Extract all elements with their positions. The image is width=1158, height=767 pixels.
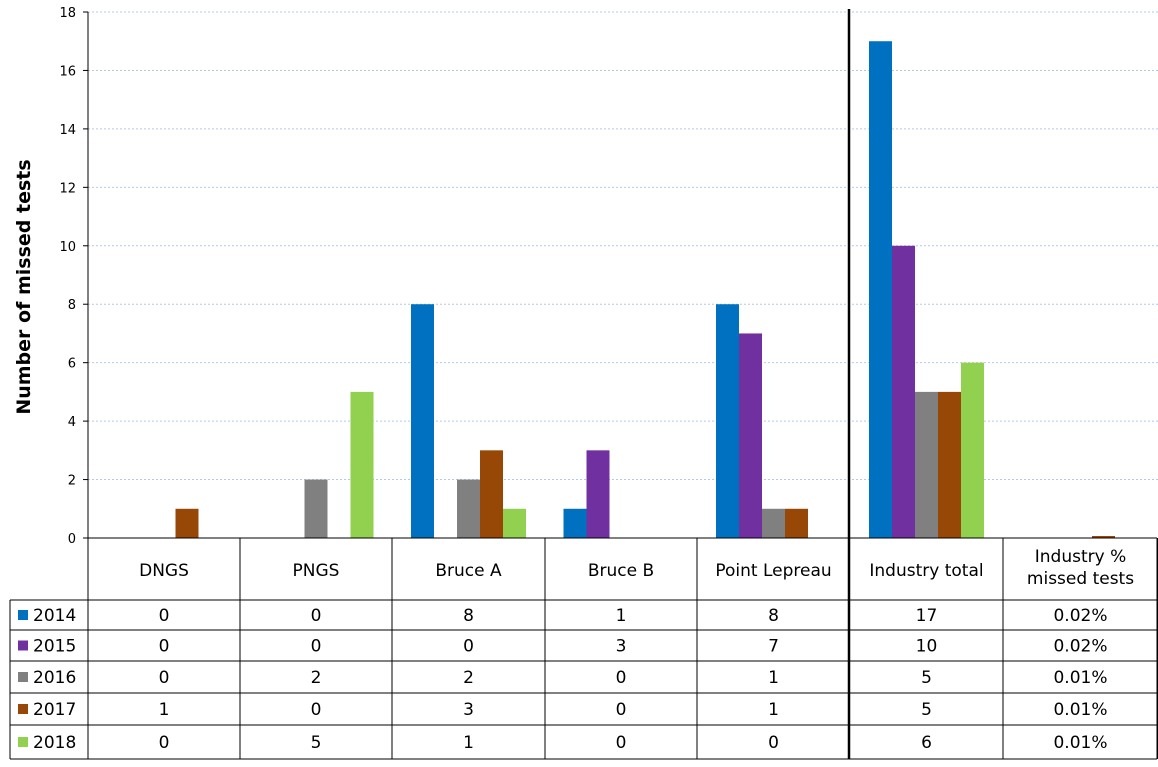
legend-label-2016: 2016 [33, 668, 76, 688]
data-label-2014-bruce-b: 1 [616, 606, 627, 626]
data-label-2018-industry-total: 6 [921, 733, 932, 753]
data-label-2017-pngs: 0 [311, 700, 322, 720]
bar-industry-missed-tests-2017 [1092, 536, 1115, 538]
legend-key-2016 [18, 672, 28, 682]
legend-label-2014: 2014 [33, 606, 76, 626]
bar-dngs-2017 [175, 508, 199, 538]
bar-point-lepreau-2015 [739, 333, 762, 538]
bar-pngs-2016 [304, 479, 328, 538]
data-label-2016-industry-missed-tests: 0.01% [1053, 668, 1107, 688]
legend-key-2014 [18, 610, 28, 620]
legend-key-2018 [18, 737, 28, 747]
category-label-bruce-a: Bruce A [435, 561, 502, 581]
category-label-industry-total: Industry total [869, 561, 983, 581]
data-label-2017-bruce-a: 3 [463, 700, 474, 720]
bar-bruce-b-2014 [563, 508, 587, 538]
y-tick-label: 6 [68, 357, 76, 372]
data-label-2014-point-lepreau: 8 [768, 606, 779, 626]
data-label-2014-dngs: 0 [159, 606, 170, 626]
gridlines [88, 11, 1158, 481]
category-label-dngs: DNGS [139, 561, 189, 581]
bar-pngs-2018 [350, 391, 374, 538]
y-tick-label: 18 [59, 6, 76, 21]
y-axis-ticks: 0 2 4 6 8 10 12 14 16 18 [59, 6, 88, 547]
bar-industry-total-2014 [869, 41, 892, 538]
data-label-2015-industry-total: 10 [916, 637, 938, 657]
axes [87, 9, 1157, 759]
data-label-2015-industry-missed-tests: 0.02% [1053, 637, 1107, 657]
data-label-2017-dngs: 1 [159, 700, 170, 720]
y-tick-label: 10 [59, 240, 76, 255]
data-label-2017-industry-total: 5 [921, 700, 932, 720]
bar-industry-total-2017 [938, 391, 961, 538]
data-label-2018-point-lepreau: 0 [768, 733, 779, 753]
data-label-2016-bruce-a: 2 [463, 668, 474, 688]
data-label-2015-bruce-a: 0 [463, 637, 474, 657]
data-table: DNGS PNGS Bruce A Bruce B Point Lepreau Indus… [9, 538, 1158, 760]
data-label-2014-bruce-a: 8 [463, 606, 474, 626]
data-label-2018-industry-missed-tests: 0.01% [1053, 733, 1107, 753]
data-label-2015-point-lepreau: 7 [768, 637, 779, 657]
data-label-2018-pngs: 5 [311, 733, 322, 753]
data-label-2017-point-lepreau: 1 [768, 700, 779, 720]
data-label-2018-bruce-a: 1 [463, 733, 474, 753]
y-tick-label: 2 [68, 474, 76, 489]
data-label-2014-industry-missed-tests: 0.02% [1053, 606, 1107, 626]
bar-bruce-a-2014 [411, 304, 434, 538]
category-label-industry-missed-tests: Industry % missed tests [1027, 547, 1134, 589]
bar-bruce-b-2015 [586, 450, 610, 538]
bar-bruce-a-2016 [457, 479, 480, 538]
y-tick-label: 0 [68, 532, 76, 547]
legend-key-2017 [18, 704, 28, 714]
category-label-pngs: PNGS [293, 561, 340, 581]
bar-bruce-a-2017 [480, 450, 503, 538]
data-label-2017-bruce-b: 0 [616, 700, 627, 720]
y-tick-label: 4 [68, 415, 76, 430]
data-label-2018-dngs: 0 [159, 733, 170, 753]
y-tick-label: 12 [59, 181, 76, 196]
data-label-2017-industry-missed-tests: 0.01% [1053, 700, 1107, 720]
data-label-2015-dngs: 0 [159, 637, 170, 657]
legend-label-2018: 2018 [33, 733, 76, 753]
data-label-2016-bruce-b: 0 [616, 668, 627, 688]
data-label-2016-pngs: 2 [311, 668, 322, 688]
data-label-2015-bruce-b: 3 [616, 637, 627, 657]
data-label-2014-industry-total: 17 [916, 606, 938, 626]
category-label-bruce-b: Bruce B [588, 561, 654, 581]
data-label-2016-point-lepreau: 1 [768, 668, 779, 688]
data-label-2018-bruce-b: 0 [616, 733, 627, 753]
legend-key-2015 [18, 640, 28, 651]
bar-industry-total-2016 [915, 391, 938, 538]
y-tick-label: 16 [59, 64, 76, 79]
y-tick-label: 8 [68, 298, 76, 313]
bar-industry-total-2018 [961, 362, 984, 538]
bar-industry-total-2015 [892, 245, 915, 538]
y-tick-label: 14 [59, 123, 76, 138]
bar-point-lepreau-2014 [716, 304, 739, 538]
data-label-2016-dngs: 0 [159, 668, 170, 688]
legend-label-2017: 2017 [33, 700, 76, 720]
bars [175, 41, 1115, 538]
y-axis-title: Number of missed tests [13, 159, 35, 414]
bar-point-lepreau-2016 [762, 508, 785, 538]
data-label-2015-pngs: 0 [311, 637, 322, 657]
data-label-2014-pngs: 0 [311, 606, 322, 626]
legend-label-2015: 2015 [33, 637, 76, 657]
bar-point-lepreau-2017 [785, 508, 808, 538]
category-label-point-lepreau: Point Lepreau [715, 561, 831, 581]
bar-bruce-a-2018 [503, 508, 526, 538]
data-label-2016-industry-total: 5 [921, 668, 932, 688]
